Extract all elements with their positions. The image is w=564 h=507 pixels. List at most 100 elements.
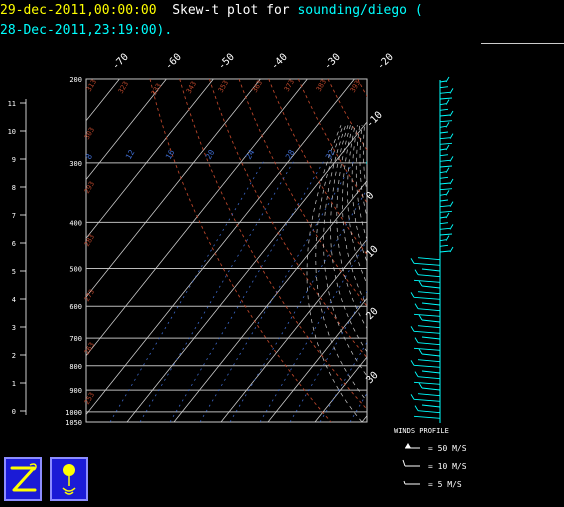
dry-adiabat-line <box>268 79 367 256</box>
wind-barb <box>439 216 447 219</box>
wind-barb-flag <box>410 360 415 366</box>
dry-adiabat-label: 323 <box>117 80 130 95</box>
wind-barb <box>421 370 441 374</box>
wind-barb-flag <box>418 382 423 389</box>
dry-adiabat-label: 353 <box>217 79 230 94</box>
mixing-ratio-line <box>109 158 266 422</box>
dry-adiabat-label: 283 <box>83 233 96 248</box>
temperature-tick-top: -40 <box>269 52 290 73</box>
wind-barb-flag <box>449 246 454 253</box>
isotherm-line <box>86 79 355 416</box>
wind-barb <box>439 182 451 185</box>
wind-barb <box>417 376 441 380</box>
sounding-curves <box>366 160 367 165</box>
wind-barb-flag <box>414 303 419 309</box>
wind-barb <box>439 137 451 140</box>
wind-barb <box>439 165 453 168</box>
temperature-tick-top: -60 <box>163 52 184 73</box>
wind-barb-flag <box>414 269 419 275</box>
wind-barb-flag <box>418 314 423 321</box>
wind-barb <box>439 120 453 123</box>
mixing-ratio-line <box>319 341 367 422</box>
isotherm-line <box>86 79 308 357</box>
mixing-ratio-label: 28 <box>284 148 297 161</box>
dry-adiabat-label: 333 <box>150 82 163 97</box>
wind-barb <box>439 131 449 134</box>
isotherm-line <box>220 238 367 422</box>
height-km-label: 4 <box>12 296 16 304</box>
mixing-ratio-label: 24 <box>244 148 257 161</box>
mixing-ratio-line <box>139 158 296 422</box>
isotherm-line <box>314 356 367 422</box>
dry-adiabat-line <box>357 79 367 98</box>
wind-barb <box>417 410 441 414</box>
wind-barb <box>421 353 441 357</box>
wind-barb <box>417 257 441 261</box>
wind-legend-label: = 5 M/S <box>428 480 462 489</box>
height-km-label: 10 <box>8 128 16 136</box>
header-datetime: 29-dec-2011,00:00:00 <box>0 3 157 18</box>
dry-adiabat-label: 383 <box>315 78 328 93</box>
wind-barb <box>421 319 441 323</box>
pressure-label: 200 <box>69 76 82 84</box>
height-km-label: 6 <box>12 240 16 248</box>
axis-labels: 2003004005006007008009001000105011109876… <box>8 52 396 427</box>
half-barb-icon <box>403 480 406 485</box>
dry-adiabat-label: 263 <box>83 341 96 356</box>
wind-legend-label: = 10 M/S <box>428 462 467 471</box>
dry-adiabat-line <box>536 79 564 422</box>
balloon-icon[interactable] <box>50 457 88 501</box>
wind-barb <box>421 336 441 340</box>
isotherm-line <box>456 79 564 422</box>
mixing-ratio-label: 32 <box>324 148 337 161</box>
dry-adiabat-label: 373 <box>283 78 296 93</box>
dry-adiabat-label: 313 <box>85 78 98 93</box>
wind-barb <box>439 250 451 253</box>
header-divider <box>481 43 564 44</box>
moist-adiabat-line <box>323 125 367 377</box>
wind-barb <box>413 381 441 385</box>
pressure-label: 800 <box>69 363 82 371</box>
wind-barb <box>439 114 451 117</box>
full-barb-icon <box>402 459 406 467</box>
dry-adiabat-line <box>447 79 564 422</box>
wind-barb <box>417 393 441 397</box>
wind-barb <box>439 80 447 83</box>
wind-barb-flag <box>445 122 450 128</box>
wind-barb <box>439 86 449 89</box>
wind-barb <box>417 274 441 278</box>
mixing-ratio-label: 16 <box>164 148 177 161</box>
wind-barb <box>413 279 441 283</box>
height-km-label: 8 <box>12 184 16 192</box>
wind-barb <box>439 239 447 242</box>
wind-barb <box>417 342 441 346</box>
isotherm-line <box>503 79 564 422</box>
moist-adiabat-line <box>362 125 367 194</box>
isotherm-line <box>126 121 367 422</box>
isotherm-line <box>409 79 564 422</box>
temperature-tick-top: -20 <box>375 52 396 73</box>
wind-barb <box>439 103 447 106</box>
isotherm-line <box>361 415 367 422</box>
isotherm-line <box>173 180 367 422</box>
height-km-label: 7 <box>12 212 16 220</box>
temperature-tick-top: -30 <box>322 52 343 73</box>
wind-barb <box>439 188 453 191</box>
wind-barb <box>421 404 441 408</box>
dry-adiabat-line <box>179 79 367 410</box>
mixing-ratio-label: 20 <box>204 148 217 161</box>
dry-adiabat-label: 393 <box>349 79 362 94</box>
wind-barb-flag <box>445 99 450 105</box>
wind-barb-flag <box>445 190 450 196</box>
wind-barb <box>439 91 451 94</box>
height-km-label: 3 <box>12 324 16 332</box>
mixing-ratio-label: 8 <box>84 152 94 161</box>
wind-barb <box>421 387 441 391</box>
wind-barb <box>439 205 451 208</box>
wind-barb <box>439 142 453 145</box>
wind-barb-flag <box>410 326 415 332</box>
z-logo-icon[interactable] <box>4 457 42 501</box>
moist-adiabat-line <box>315 125 367 402</box>
moist-adiabat-line <box>336 125 367 330</box>
